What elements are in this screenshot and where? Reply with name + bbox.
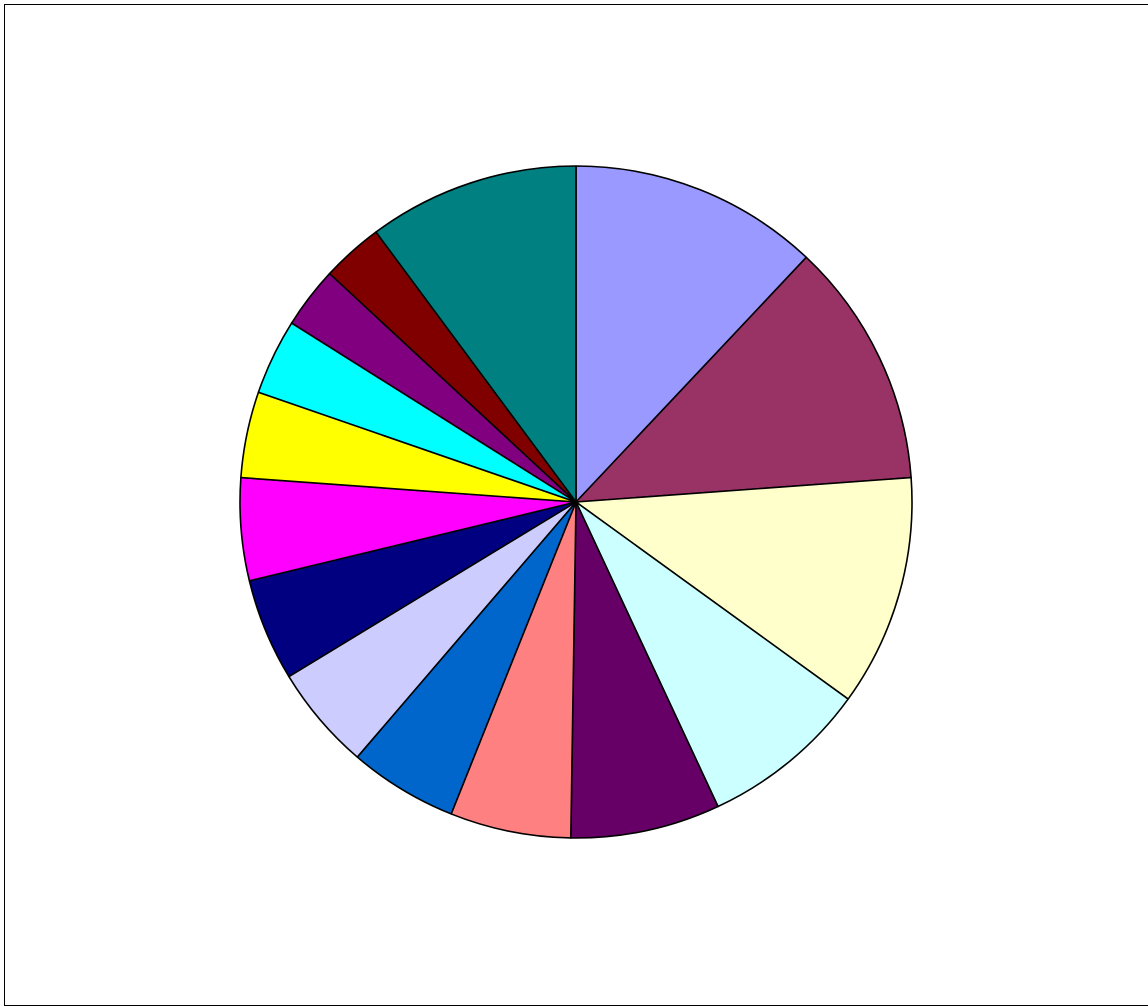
pie-slice-15: [375, 165, 577, 503]
pie-slice-2: [575, 256, 912, 503]
pie-slice-1: [575, 165, 808, 503]
pie-slice-4: [575, 501, 849, 808]
pie-slice-5: [570, 501, 719, 839]
pie-slice-3: [575, 476, 913, 700]
pie-slice-6: [450, 501, 577, 839]
